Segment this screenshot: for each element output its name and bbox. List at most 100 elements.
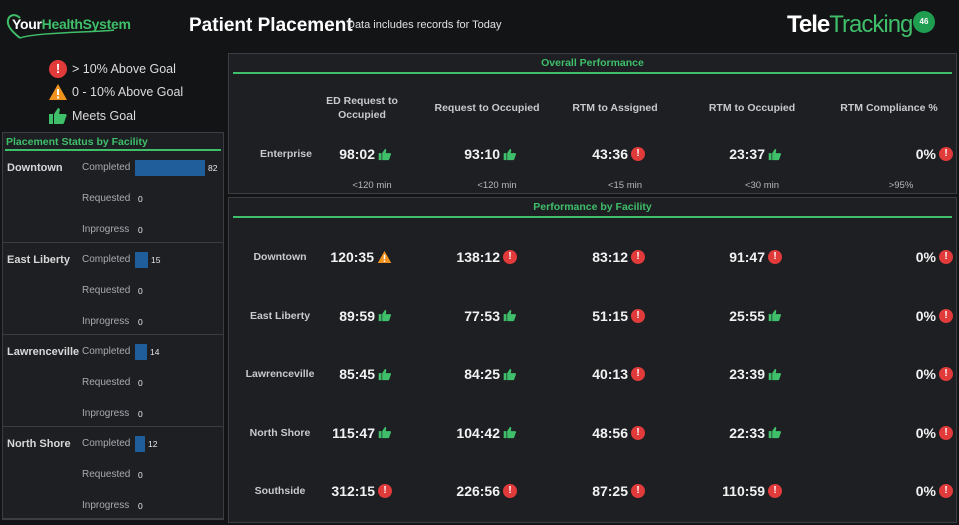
count-bar[interactable] xyxy=(135,252,148,268)
metric-cell[interactable]: 226:56! xyxy=(407,483,517,499)
metric-cell[interactable]: 87:25! xyxy=(535,483,645,499)
facility-performance-panel: Performance by Facility Downtown 120:35 13… xyxy=(228,197,957,523)
green-thumbs-up-icon xyxy=(503,148,517,160)
metric-value: 43:36 xyxy=(592,146,628,162)
metric-cell[interactable]: 0%! xyxy=(843,146,953,162)
metric-cell[interactable]: 0%! xyxy=(843,249,953,265)
metric-cell[interactable]: 25:55 xyxy=(672,308,782,324)
status-label: Inprogress xyxy=(82,408,130,419)
metric-value: 93:10 xyxy=(464,146,500,162)
metric-cell[interactable]: 51:15! xyxy=(535,308,645,324)
metric-value: 0% xyxy=(915,146,936,162)
metric-cell[interactable]: 83:12! xyxy=(535,249,645,265)
legend-label: > 10% Above Goal xyxy=(72,61,176,76)
metric-cell[interactable]: 89:59 xyxy=(282,308,392,324)
metric-value: 77:53 xyxy=(464,307,500,324)
goal-label: <30 min xyxy=(744,180,780,191)
metric-cell[interactable]: 91:47! xyxy=(672,249,782,265)
facility-status-group: Lawrenceville Completed 14 Requested 0 Inprog… xyxy=(3,335,223,427)
heart-outline-icon xyxy=(6,14,115,39)
metric-cell[interactable]: 85:45 xyxy=(282,366,392,382)
status-label: Inprogress xyxy=(82,316,130,327)
metric-value: 104:42 xyxy=(456,424,500,441)
green-thumbs-up-icon xyxy=(768,426,782,439)
count-value: 0 xyxy=(138,194,143,204)
green-thumbs-up-icon xyxy=(49,107,67,124)
metric-cell[interactable]: 312:15! xyxy=(282,483,392,499)
metric-cell[interactable]: 22:33 xyxy=(672,425,782,441)
status-label: Completed xyxy=(82,346,131,357)
metric-value: 51:15 xyxy=(592,307,628,324)
row-label-facility: East Liberty xyxy=(249,309,311,322)
status-row-completed: Completed 12 xyxy=(3,436,223,452)
yourhealthsystem-logo[interactable]: YourHealthSystem xyxy=(6,12,136,40)
status-label: Completed xyxy=(82,438,131,449)
row-label-facility: Southside xyxy=(254,485,306,497)
red-exclamation-icon: ! xyxy=(378,484,392,498)
metric-value: 84:25 xyxy=(464,366,500,382)
green-thumbs-up-icon xyxy=(503,426,517,439)
red-exclamation-icon: ! xyxy=(939,308,953,323)
green-thumbs-up-icon xyxy=(378,426,392,439)
column-header: RTM to Occupied xyxy=(708,102,796,114)
metric-cell[interactable]: 138:12! xyxy=(407,249,517,265)
facility-name: Lawrenceville xyxy=(7,346,80,358)
count-bar[interactable] xyxy=(135,160,205,176)
red-exclamation-icon: ! xyxy=(631,367,645,381)
metric-value: 23:37 xyxy=(729,146,765,162)
count-bar[interactable] xyxy=(135,436,145,452)
metric-cell[interactable]: 98:02 xyxy=(282,146,392,162)
overall-performance-panel: Overall Performance ED Request to Occupi… xyxy=(228,53,957,194)
status-label: Inprogress xyxy=(82,224,130,235)
metric-cell[interactable]: 23:39 xyxy=(672,366,782,382)
red-exclamation-icon: ! xyxy=(939,147,953,161)
facility-status-group: East Liberty Completed 15 Requested 0 Inprogr… xyxy=(3,243,223,335)
status-row-inprogress: Inprogress 0 xyxy=(3,222,223,238)
green-thumbs-up-icon xyxy=(503,309,517,322)
status-row-completed: Completed 15 xyxy=(3,252,223,268)
metric-cell[interactable]: 120:35 xyxy=(282,249,392,265)
metric-cell[interactable]: 110:59! xyxy=(672,483,782,499)
page-subtitle: Data includes records for Today xyxy=(347,19,502,31)
green-thumbs-up-icon xyxy=(378,148,392,160)
legend-item-near-goal: 0 - 10% Above Goal xyxy=(48,81,183,105)
red-exclamation-icon: ! xyxy=(631,425,645,440)
count-bar[interactable] xyxy=(135,344,147,360)
metric-cell[interactable]: 0%! xyxy=(843,425,953,441)
overall-performance-title: Overall Performance xyxy=(541,57,644,69)
green-thumbs-up-icon xyxy=(768,368,782,380)
row-label-facility: North Shore xyxy=(249,426,311,439)
metric-cell[interactable]: 77:53 xyxy=(407,308,517,324)
metric-cell[interactable]: 40:13! xyxy=(535,366,645,382)
metric-cell[interactable]: 115:47 xyxy=(282,425,392,441)
status-label: Inprogress xyxy=(82,500,130,511)
goal-label: <120 min xyxy=(477,180,517,191)
facility-status-list: Downtown Completed 82 Requested 0 Inprogress 0… xyxy=(3,151,223,519)
count-value: 82 xyxy=(208,163,218,173)
metric-cell[interactable]: 0%! xyxy=(843,308,953,324)
facility-status-group: Downtown Completed 82 Requested 0 Inprogress 0 xyxy=(3,151,223,243)
count-value: 0 xyxy=(138,501,143,511)
row-label-facility: Downtown xyxy=(253,251,307,263)
metric-cell[interactable]: 84:25 xyxy=(407,366,517,382)
column-header: ED Request to Occupied xyxy=(326,95,398,121)
count-value: 14 xyxy=(150,347,160,357)
row-label-facility: Lawrenceville xyxy=(245,368,315,380)
metric-value: 0% xyxy=(915,424,936,441)
goal-label: >95% xyxy=(888,180,914,191)
metric-value: 89:59 xyxy=(339,307,375,324)
metric-cell[interactable]: 48:56! xyxy=(535,425,645,441)
metric-cell[interactable]: 0%! xyxy=(843,483,953,499)
metric-cell[interactable]: 93:10 xyxy=(407,146,517,162)
facility-status-group: North Shore Completed 12 Requested 0 Inprogre… xyxy=(3,427,223,519)
metric-cell[interactable]: 104:42 xyxy=(407,425,517,441)
metric-cell[interactable]: 43:36! xyxy=(535,146,645,162)
green-thumbs-up-icon xyxy=(768,148,782,160)
metric-value: 115:47 xyxy=(332,424,375,441)
facility-performance-title: Performance by Facility xyxy=(533,201,652,213)
count-value: 0 xyxy=(138,409,143,419)
status-row-requested: Requested 0 xyxy=(3,467,223,483)
metric-cell[interactable]: 0%! xyxy=(843,366,953,382)
goal-label: <15 min xyxy=(607,180,643,191)
metric-cell[interactable]: 23:37 xyxy=(672,146,782,162)
